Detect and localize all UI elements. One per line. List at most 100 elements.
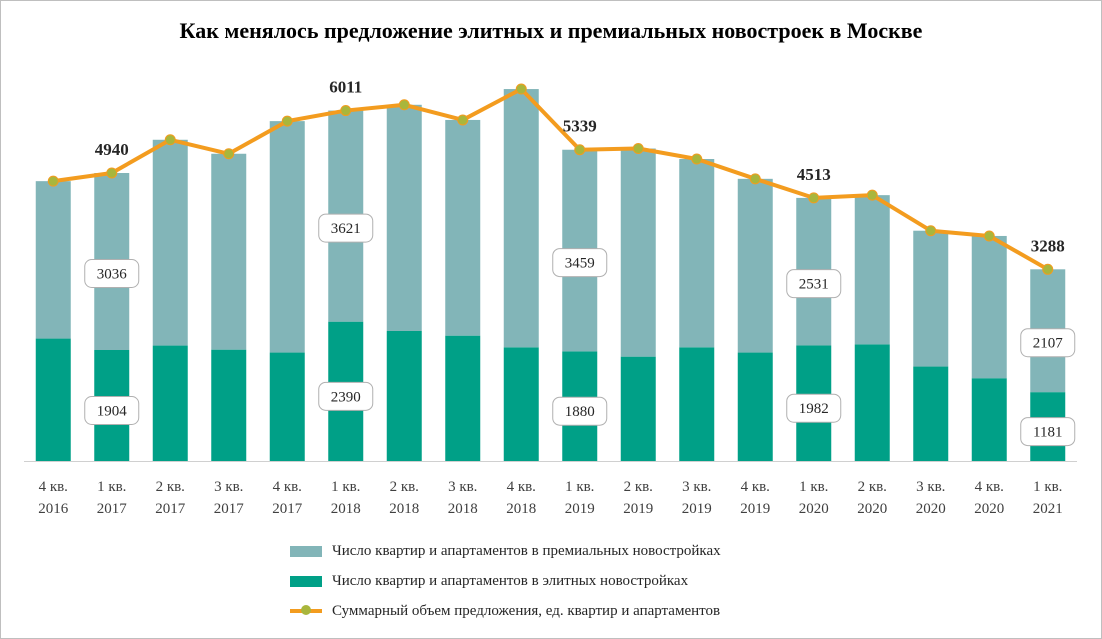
point-total (983, 230, 995, 242)
x-tick-label: 1 кв. (1033, 479, 1062, 495)
data-label-total: 4513 (797, 165, 831, 184)
x-tick-label: 2019 (682, 501, 712, 517)
x-tick-label: 4 кв. (507, 479, 536, 495)
x-tick-label: 2020 (857, 501, 887, 517)
legend-item-elite: Число квартир и апартаментов в элитных н… (290, 566, 721, 596)
data-label-total: 3288 (1031, 236, 1065, 255)
data-label-box (318, 213, 374, 243)
data-label-premium: 2531 (786, 269, 842, 299)
point-total (340, 105, 352, 117)
bar-premium (35, 181, 71, 339)
x-tick-label: 2018 (389, 501, 419, 517)
x-tick-label: 1 кв. (565, 479, 594, 495)
data-label-text: 3621 (331, 221, 361, 237)
point-total (691, 153, 703, 165)
data-label-box (318, 381, 374, 411)
bar-elite (152, 345, 188, 461)
legend-item-premium: Число квартир и апартаментов в премиальн… (290, 536, 721, 566)
data-label-box (84, 395, 140, 425)
point-total (223, 148, 235, 160)
data-label-elite: 2390 (318, 381, 374, 411)
x-tick-label: 2020 (799, 501, 829, 517)
bar-elite (211, 349, 247, 461)
bar-elite (620, 356, 656, 461)
data-label-box (786, 393, 842, 423)
bar-premium (737, 178, 773, 353)
bar-premium (679, 159, 715, 348)
legend-label-premium: Число квартир и апартаментов в премиальн… (332, 542, 721, 559)
point-total (632, 143, 644, 155)
data-label-text: 2390 (331, 389, 361, 405)
bar-premium (620, 148, 656, 357)
x-tick-label: 3 кв. (448, 479, 477, 495)
chart-title: Как менялось предложение элитных и преми… (179, 18, 923, 43)
x-tick-label: 1 кв. (799, 479, 828, 495)
data-label-text: 1880 (565, 404, 595, 420)
point-total (1042, 263, 1054, 275)
x-tick-label: 2020 (916, 501, 946, 517)
point-total (808, 192, 820, 204)
bar-premium (386, 104, 422, 331)
bar-premium (445, 119, 481, 336)
point-total (866, 189, 878, 201)
x-tick-label: 2 кв. (858, 479, 887, 495)
x-tick-label: 2 кв. (390, 479, 419, 495)
data-label-box (84, 258, 140, 288)
legend-swatch-total (290, 605, 322, 615)
x-tick-label: 2020 (974, 501, 1004, 517)
x-tick-label: 2018 (448, 501, 478, 517)
x-tick-label: 2019 (623, 501, 653, 517)
bar-premium (913, 230, 949, 367)
bar-premium (211, 153, 247, 350)
legend-label-elite: Число квартир и апартаментов в элитных н… (332, 572, 689, 589)
bar-elite (35, 338, 71, 461)
x-tick-label: 2017 (97, 501, 128, 517)
bar-premium (503, 89, 539, 348)
bar-elite (445, 335, 481, 461)
data-label-box (786, 269, 842, 299)
data-label-elite: 1982 (786, 393, 842, 423)
x-tick-label: 2021 (1033, 501, 1063, 517)
point-total (281, 115, 293, 127)
bar-elite (854, 344, 890, 461)
x-tick-label: 3 кв. (214, 479, 243, 495)
legend-item-total: Суммарный объем предложения, ед. квартир… (290, 596, 721, 626)
data-label-premium: 3621 (318, 213, 374, 243)
data-label-total: 4940 (95, 140, 129, 159)
bar-premium (269, 121, 305, 353)
x-tick-label: 2016 (38, 501, 69, 517)
x-tick-label: 4 кв. (39, 479, 68, 495)
point-total (47, 175, 59, 187)
point-total (574, 144, 586, 156)
bar-elite (269, 352, 305, 461)
data-label-elite: 1181 (1020, 417, 1076, 447)
x-tick-label: 2017 (155, 501, 186, 517)
data-label-box (552, 248, 608, 278)
point-total (457, 114, 469, 126)
data-label-text: 3036 (97, 266, 128, 282)
point-total (515, 83, 527, 95)
data-label-premium: 3036 (84, 258, 140, 288)
x-tick-label: 3 кв. (682, 479, 711, 495)
data-label-text: 1181 (1033, 425, 1062, 441)
x-tick-label: 2019 (740, 501, 770, 517)
data-label-total: 5339 (563, 117, 597, 136)
data-label-text: 1904 (97, 403, 128, 419)
x-tick-label: 4 кв. (975, 479, 1004, 495)
x-tick-label: 1 кв. (331, 479, 360, 495)
data-label-text: 2107 (1033, 336, 1064, 352)
data-label-elite: 1880 (552, 396, 608, 426)
bar-premium (971, 235, 1007, 379)
legend-label-total: Суммарный объем предложения, ед. квартир… (332, 602, 721, 619)
point-total (164, 134, 176, 146)
x-tick-label: 2017 (272, 501, 303, 517)
legend-swatch-premium (290, 545, 322, 557)
bar-elite (971, 378, 1007, 461)
bar-premium (152, 139, 188, 346)
data-label-total: 6011 (329, 78, 362, 97)
data-label-box (1020, 417, 1076, 447)
data-label-premium: 2107 (1020, 328, 1076, 358)
bar-elite (737, 352, 773, 461)
data-label-premium: 3459 (552, 248, 608, 278)
bar-elite (679, 347, 715, 461)
